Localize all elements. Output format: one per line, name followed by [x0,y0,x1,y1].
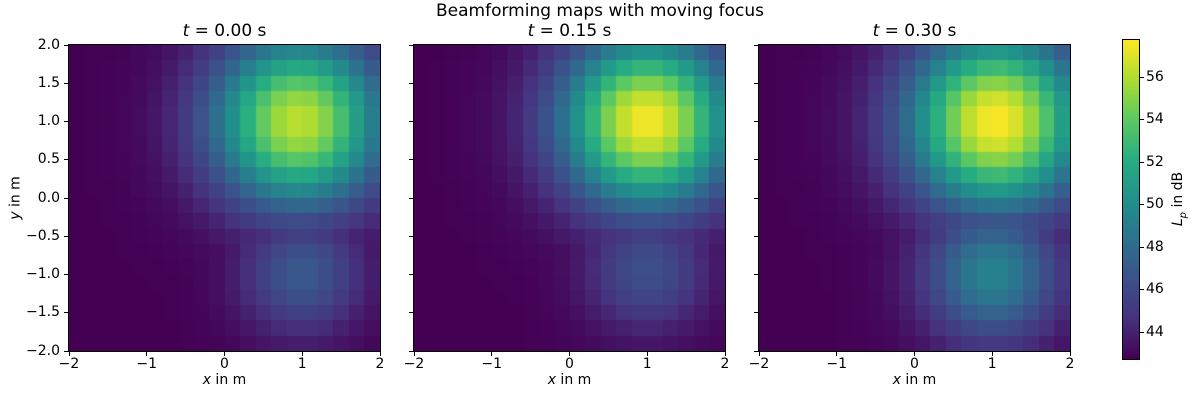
colorbar-tick-mark [1140,246,1144,248]
heatmap-canvas-t015 [414,45,725,351]
x-label-var: x [892,372,901,388]
colorbar-label-var: L [1170,218,1187,227]
x-tick-label: −1 [136,356,158,372]
x-tick-label: −1 [481,356,503,372]
panel-3-x-axis-label: x in m [758,372,1071,389]
x-tick-mark [758,352,760,356]
y-tick-label: −1.5 [26,304,60,321]
x-tick-label: 2 [720,356,730,372]
panel-2-title-var: t [527,21,535,41]
x-tick-mark [301,352,303,356]
x-tick-mark [146,352,148,356]
x-tick-label: 0 [220,356,229,372]
x-tick-mark [491,352,493,356]
y-tick-label: 0.5 [37,151,60,168]
figure-title: Beamforming maps with moving focus [435,1,764,21]
x-label-var: x [202,372,211,388]
x-tick-label: 1 [642,356,652,372]
x-tick-label: −2 [403,356,425,372]
panel-2-title: t = 0.15 s [413,22,726,41]
y-tick-label: −1.0 [26,266,60,282]
x-tick-label: 2 [375,356,385,372]
x-tick-label: −2 [748,356,770,372]
x-label-rest: in m [555,372,592,388]
colorbar-tick-mark [1140,331,1144,333]
x-tick-mark [724,352,726,356]
colorbar-tick-label: 54 [1146,111,1164,128]
colorbar-label-sub: p [1177,211,1189,219]
panel-2-plot-area [413,44,726,352]
colorbar-tick-label: 44 [1146,323,1164,340]
y-tick-label: −2.0 [26,342,60,359]
x-tick-mark [991,352,993,356]
colorbar-label-rest: in dB [1170,171,1187,212]
x-tick-mark [68,352,70,356]
panel-1-x-axis-label: x in m [68,372,381,389]
y-tick-label: 2.0 [37,36,60,53]
panel-2-title-rest: = 0.15 s [534,21,612,41]
x-tick-label: 1 [297,356,307,372]
x-label-rest: in m [210,372,247,388]
panel-3-plot-area [758,44,1071,352]
colorbar-tick-label: 56 [1146,68,1164,85]
panel-1-title-var: t [182,21,190,41]
x-tick-label: 0 [910,356,919,372]
x-tick-label: 2 [1065,356,1075,372]
heatmap-canvas-t030 [759,45,1070,351]
x-tick-mark [413,352,415,356]
x-tick-mark [569,352,570,356]
colorbar [1122,39,1140,360]
panel-1-title-rest: = 0.00 s [189,21,267,41]
colorbar-tick-label: 52 [1146,153,1164,170]
x-tick-mark [224,352,225,356]
panel-3-title-rest: = 0.30 s [879,21,957,41]
colorbar-tick-mark [1140,161,1144,163]
y-axis-label: y in m [8,176,25,220]
panel-3-title: t = 0.30 s [758,22,1071,41]
colorbar-label: Lp in dB [1170,172,1192,226]
x-label-rest: in m [900,372,937,388]
colorbar-tick-mark [1140,289,1144,291]
x-tick-mark [914,352,915,356]
x-tick-label: −1 [826,356,848,372]
y-tick-label: −0.5 [26,227,60,244]
x-tick-label: 0 [565,356,574,372]
colorbar-tick-mark [1140,76,1144,78]
colorbar-tick-mark [1140,119,1144,121]
x-tick-mark [1069,352,1071,356]
x-label-var: x [547,372,556,388]
colorbar-tick-label: 46 [1146,281,1164,298]
x-tick-label: −2 [58,356,80,372]
panel-1-plot-area [68,44,381,352]
y-label-var: y [7,211,24,220]
y-tick-label: 1.5 [37,74,60,91]
x-tick-mark [836,352,838,356]
panel-2-x-axis-label: x in m [413,372,726,389]
x-tick-mark [646,352,648,356]
colorbar-gradient [1123,40,1139,359]
panel-1-title: t = 0.00 s [68,22,381,41]
heatmap-canvas-t0 [69,45,380,351]
x-tick-mark [379,352,381,356]
colorbar-tick-mark [1140,204,1144,206]
colorbar-tick-label: 48 [1146,238,1164,255]
panel-3-title-var: t [872,21,880,41]
x-tick-label: 1 [987,356,997,372]
y-label-rest: in m [7,176,24,212]
y-tick-label: 1.0 [37,113,60,129]
